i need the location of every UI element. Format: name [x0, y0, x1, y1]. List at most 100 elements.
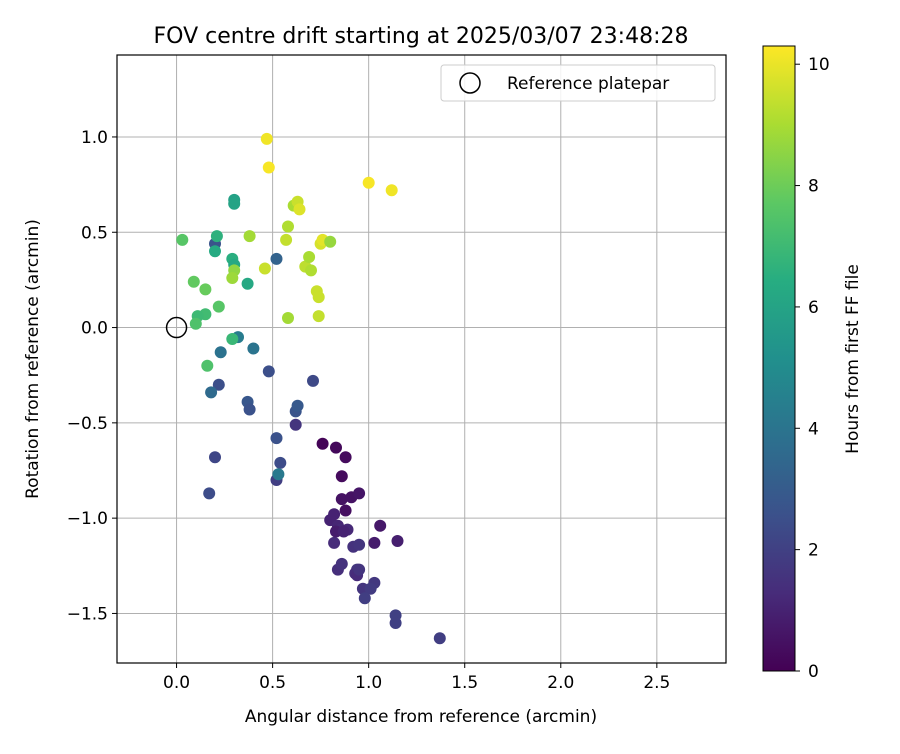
- data-point: [214, 346, 227, 359]
- data-point: [368, 536, 381, 549]
- data-point: [305, 264, 317, 277]
- y-tick-label: 0.5: [81, 223, 108, 243]
- data-point: [316, 437, 329, 450]
- x-tick-label: 0.0: [163, 673, 190, 693]
- y-tick-label: −1.0: [67, 509, 108, 529]
- data-point: [203, 487, 216, 500]
- x-tick-label: 1.0: [355, 673, 382, 693]
- data-point: [226, 333, 239, 345]
- data-point: [293, 203, 306, 216]
- data-point: [303, 251, 316, 263]
- data-point: [353, 563, 366, 576]
- data-point: [205, 386, 218, 399]
- legend-reference-marker: [459, 72, 481, 94]
- plot-frame: [116, 54, 727, 664]
- legend-box: [440, 64, 716, 102]
- data-point: [389, 617, 402, 629]
- data-point: [270, 432, 283, 445]
- data-point: [260, 132, 273, 145]
- legend: Reference platepar: [440, 64, 716, 102]
- data-point: [330, 441, 342, 454]
- data-point: [358, 592, 371, 605]
- data-point: [339, 451, 352, 464]
- data-point: [212, 300, 225, 313]
- legend-reference-label: Reference platepar: [507, 74, 669, 94]
- data-point: [335, 470, 348, 483]
- data-point: [187, 275, 200, 288]
- data-point: [226, 272, 239, 284]
- data-point: [262, 365, 275, 378]
- x-tick-label: 0.5: [259, 673, 286, 693]
- data-point: [335, 557, 348, 570]
- x-ticks: 0.0 0.5 1.0 1.5 2.0 2.5: [163, 663, 670, 693]
- data-point: [291, 399, 304, 412]
- x-axis-label: Angular distance from reference (arcmin): [245, 707, 597, 727]
- data-point: [282, 220, 294, 233]
- data-point: [328, 508, 341, 521]
- chart-title: FOV centre drift starting at 2025/03/07 …: [154, 24, 689, 49]
- reference-platepar-marker: [165, 316, 188, 339]
- data-point: [228, 197, 241, 210]
- data-point: [274, 456, 287, 469]
- y-axis-label: Rotation from reference (arcmin): [23, 219, 43, 499]
- data-point: [289, 418, 302, 431]
- colorbar-tick-label: 0: [808, 662, 819, 682]
- colorbar-ticks: 0 2 4 6 8 10: [795, 55, 830, 682]
- data-point: [199, 283, 212, 296]
- data-point: [335, 493, 348, 506]
- y-tick-label: 1.0: [81, 128, 108, 148]
- data-point: [270, 252, 283, 265]
- data-point: [433, 632, 446, 645]
- data-point: [262, 161, 275, 174]
- x-tick-label: 2.5: [643, 673, 670, 693]
- data-point: [282, 312, 294, 324]
- data-point: [374, 519, 387, 532]
- colorbar-label: Hours from first FF file: [843, 264, 863, 454]
- data-point: [385, 184, 398, 197]
- y-ticks: −1.5 −1.0 −0.5 0.0 0.5 1.0: [67, 128, 117, 624]
- data-point: [210, 230, 223, 243]
- reference-layer: [165, 316, 188, 339]
- x-tick-label: 2.0: [547, 673, 574, 693]
- grid-layer: [117, 55, 726, 663]
- data-point: [243, 403, 256, 416]
- colorbar-tick-label: 8: [808, 177, 819, 197]
- data-point: [324, 235, 337, 248]
- data-point: [241, 277, 254, 290]
- data-point: [176, 233, 189, 246]
- data-point: [209, 245, 221, 258]
- colorbar-tick-label: 2: [808, 541, 819, 561]
- y-tick-label: 0.0: [81, 319, 108, 339]
- data-point: [391, 535, 404, 547]
- data-point: [337, 525, 350, 538]
- colorbar-tick-label: 10: [808, 55, 830, 75]
- data-point: [353, 487, 366, 500]
- data-point: [189, 317, 202, 330]
- data-point: [353, 538, 366, 551]
- data-point: [312, 310, 325, 323]
- colorbar: 0 2 4 6 8 10 Hours from first FF file: [762, 45, 863, 682]
- colorbar-tick-label: 6: [808, 298, 819, 318]
- points-layer: [176, 132, 446, 645]
- data-point: [243, 230, 256, 243]
- data-point: [339, 504, 352, 517]
- data-point: [258, 262, 271, 275]
- data-point: [362, 176, 375, 189]
- y-tick-label: −1.5: [67, 604, 108, 624]
- data-point: [307, 374, 319, 387]
- colorbar-bar: [762, 45, 796, 672]
- data-point: [212, 378, 225, 391]
- data-point: [247, 342, 260, 355]
- colorbar-tick-label: 4: [808, 419, 819, 439]
- data-point: [280, 233, 293, 246]
- data-point: [272, 468, 285, 481]
- data-point: [201, 359, 214, 372]
- data-point: [364, 582, 377, 595]
- data-point: [312, 291, 325, 304]
- data-point: [328, 536, 341, 549]
- y-tick-label: −0.5: [67, 414, 108, 434]
- data-point: [209, 451, 221, 464]
